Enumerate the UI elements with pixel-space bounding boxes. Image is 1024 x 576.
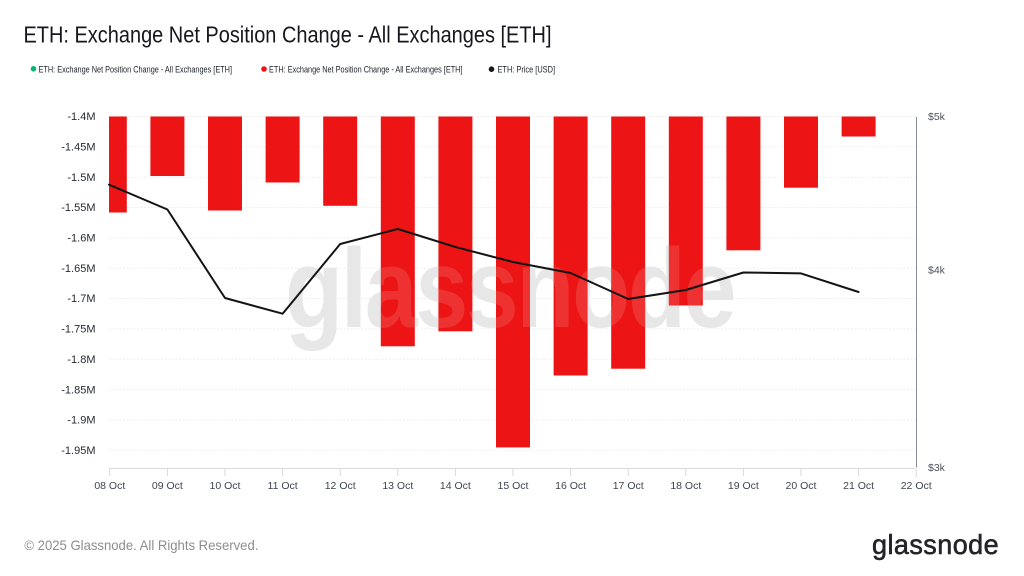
svg-text:11 Oct: 11 Oct [268, 480, 298, 492]
svg-text:© 2025 Glassnode. All Rights R: © 2025 Glassnode. All Rights Reserved. [24, 537, 258, 553]
svg-text:-1.65M: -1.65M [61, 263, 95, 275]
svg-text:-1.4M: -1.4M [67, 111, 95, 123]
svg-text:-1.6M: -1.6M [67, 233, 95, 245]
svg-text:21 Oct: 21 Oct [843, 480, 874, 492]
svg-text:$4k: $4k [928, 265, 946, 277]
svg-text:-1.45M: -1.45M [61, 142, 95, 154]
svg-text:20 Oct: 20 Oct [786, 480, 817, 492]
svg-text:14 Oct: 14 Oct [440, 480, 471, 492]
svg-text:09 Oct: 09 Oct [152, 480, 183, 492]
svg-text:-1.8M: -1.8M [67, 354, 95, 366]
svg-text:-1.95M: -1.95M [61, 445, 95, 457]
svg-text:ETH: Price [USD]: ETH: Price [USD] [498, 64, 556, 75]
svg-text:glassnode: glassnode [285, 227, 734, 352]
svg-text:19 Oct: 19 Oct [728, 480, 759, 492]
svg-text:glassnode: glassnode [872, 529, 999, 560]
svg-text:10 Oct: 10 Oct [210, 480, 241, 492]
svg-text:22 Oct: 22 Oct [901, 480, 932, 492]
svg-text:-1.55M: -1.55M [61, 202, 95, 214]
svg-text:15 Oct: 15 Oct [498, 480, 529, 492]
svg-text:18 Oct: 18 Oct [670, 480, 701, 492]
svg-text:13 Oct: 13 Oct [382, 480, 413, 492]
svg-text:17 Oct: 17 Oct [613, 480, 644, 492]
svg-text:08 Oct: 08 Oct [94, 480, 125, 492]
svg-text:ETH: Exchange Net Position Cha: ETH: Exchange Net Position Change - All … [24, 22, 552, 48]
svg-text:-1.5M: -1.5M [67, 172, 95, 184]
svg-text:-1.9M: -1.9M [67, 415, 95, 427]
svg-text:$3k: $3k [928, 462, 946, 474]
svg-text:-1.85M: -1.85M [61, 384, 95, 396]
svg-text:-1.7M: -1.7M [67, 293, 95, 305]
svg-text:ETH: Exchange Net Position Cha: ETH: Exchange Net Position Change - All … [269, 64, 463, 75]
svg-text:12 Oct: 12 Oct [325, 480, 356, 492]
svg-text:ETH: Exchange Net Position Cha: ETH: Exchange Net Position Change - All … [39, 64, 233, 75]
svg-text:-1.75M: -1.75M [61, 324, 95, 336]
svg-text:16 Oct: 16 Oct [555, 480, 586, 492]
svg-text:$5k: $5k [928, 111, 946, 123]
